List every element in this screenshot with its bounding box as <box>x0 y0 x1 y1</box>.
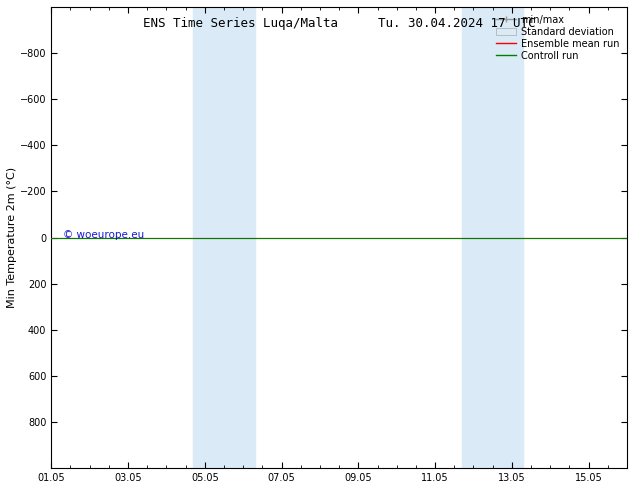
Text: ENS Time Series Luqa/Malta: ENS Time Series Luqa/Malta <box>143 17 339 30</box>
Text: © woeurope.eu: © woeurope.eu <box>63 230 144 240</box>
Y-axis label: Min Temperature 2m (°C): Min Temperature 2m (°C) <box>7 167 17 308</box>
Legend: min/max, Standard deviation, Ensemble mean run, Controll run: min/max, Standard deviation, Ensemble me… <box>493 12 622 64</box>
Bar <box>462 7 524 468</box>
Text: Tu. 30.04.2024 17 UTC: Tu. 30.04.2024 17 UTC <box>378 17 535 30</box>
Bar <box>193 7 255 468</box>
